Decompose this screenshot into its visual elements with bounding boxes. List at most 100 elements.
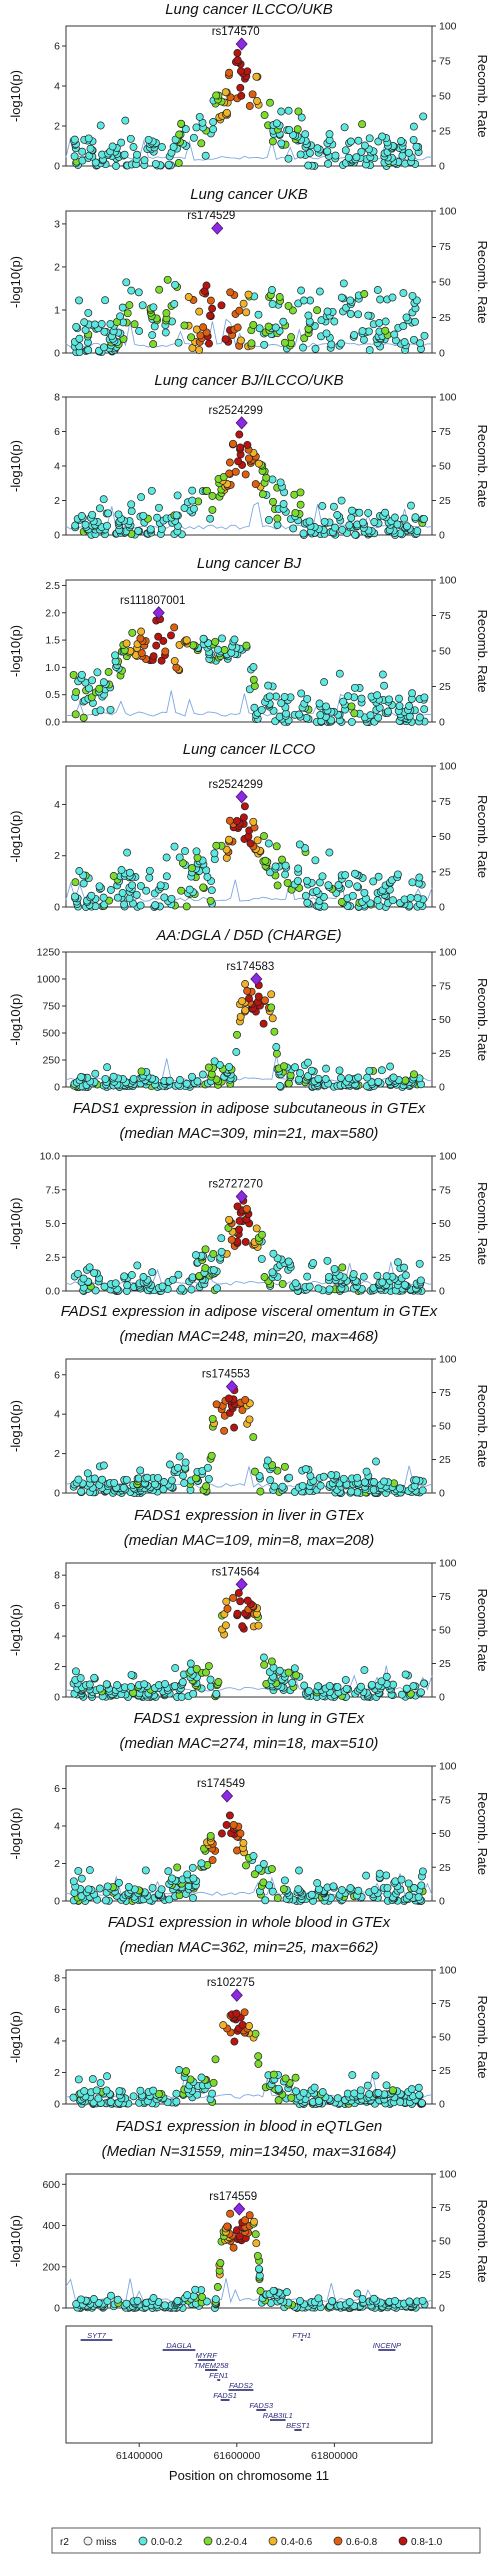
snp-point — [253, 836, 262, 845]
y-axis-label: -log10(p) — [8, 1197, 23, 1249]
snp-point — [133, 150, 141, 159]
snp-point — [333, 1682, 342, 1691]
y-axis-label: -log10(p) — [8, 1400, 23, 1452]
snp-point — [158, 1282, 167, 1291]
association-panel: FADS1 expression in liver in GTEx (median… — [8, 1507, 490, 1704]
legend-swatch — [268, 2536, 278, 2546]
snp-point — [165, 1460, 174, 1469]
snp-point — [364, 311, 373, 320]
snp-point — [75, 296, 83, 305]
snp-point — [201, 1264, 210, 1273]
y-tick-label: 1250 — [37, 947, 61, 959]
snp-point — [222, 1597, 231, 1606]
snp-point — [414, 2083, 423, 2092]
snp-point — [382, 2081, 391, 2090]
recomb-tick-label: 25 — [439, 2065, 451, 2077]
snp-point — [221, 1621, 230, 1630]
lead-snp-label: rs174553 — [202, 1369, 250, 1381]
y-tick-label: 2 — [54, 261, 60, 273]
y-tick-label: 0 — [54, 161, 60, 173]
y-tick-label: 1000 — [37, 974, 61, 986]
snp-point — [397, 1875, 406, 1884]
snp-point — [249, 320, 258, 329]
snp-point — [314, 2096, 323, 2105]
snp-point — [247, 339, 256, 348]
snp-point — [400, 514, 409, 523]
snp-point — [127, 507, 136, 516]
snp-point — [280, 1462, 289, 1471]
snp-point — [213, 2283, 222, 2291]
snp-point — [233, 1030, 241, 1039]
snp-point — [277, 699, 286, 708]
snp-point — [374, 713, 383, 722]
snp-point — [207, 1451, 216, 1460]
y-tick-label: 0 — [54, 902, 60, 914]
snp-point — [295, 710, 304, 719]
snp-point — [337, 339, 346, 348]
snp-point — [337, 496, 346, 505]
snp-point — [175, 853, 184, 862]
snp-point — [279, 1885, 288, 1894]
snp-point — [370, 518, 379, 526]
snp-point — [373, 691, 382, 700]
snp-point — [74, 1475, 83, 1484]
snp-point — [164, 160, 173, 169]
recomb-tick-label: 50 — [439, 91, 451, 103]
snp-point — [170, 300, 179, 308]
snp-point — [233, 1202, 242, 1211]
recomb-tick-label: 100 — [439, 1558, 457, 1570]
snp-point — [260, 996, 269, 1005]
snp-point — [235, 306, 244, 315]
snp-point — [401, 1271, 410, 1280]
snp-point — [136, 634, 145, 643]
snp-point — [180, 504, 189, 512]
snp-point — [210, 1057, 219, 1066]
snp-point — [170, 656, 179, 665]
snp-point — [293, 125, 302, 134]
snp-point — [230, 1423, 239, 1432]
snp-point — [335, 669, 344, 678]
snp-point — [411, 513, 420, 522]
snp-point — [348, 2071, 357, 2080]
snp-point — [113, 1681, 122, 1690]
snp-point — [172, 663, 181, 672]
x-axis-label: Position on chromosome 11 — [169, 2468, 329, 2483]
y-tick-label: 0.0 — [45, 1286, 60, 1298]
snp-point — [91, 320, 99, 329]
snp-point — [104, 509, 113, 518]
snp-point — [257, 1254, 266, 1263]
lead-snp-label: rs174559 — [209, 2191, 257, 2203]
snp-point — [209, 1249, 218, 1258]
snp-point — [393, 870, 402, 879]
snp-point — [221, 335, 230, 344]
snp-point — [374, 2088, 383, 2097]
snp-point — [418, 2296, 427, 2305]
snp-point — [99, 678, 108, 687]
snp-point — [299, 529, 308, 538]
snp-point — [272, 119, 281, 128]
snp-point — [259, 1653, 268, 1662]
snp-point — [183, 2291, 192, 2300]
snp-point — [202, 281, 211, 290]
y-tick-label: 2 — [54, 1858, 60, 1870]
panel-title: Lung cancer BJ/ILCCO/UKB — [154, 372, 343, 389]
snp-point — [242, 1204, 251, 1213]
y-tick-label: 10.0 — [40, 1151, 61, 1163]
y-axis-label-right: Recomb. Rate — [475, 978, 490, 1061]
snp-point — [353, 1473, 362, 1482]
snp-point — [322, 702, 330, 711]
snp-point — [186, 1659, 195, 1668]
snp-point — [323, 147, 332, 156]
snp-point — [346, 1884, 355, 1893]
snp-point — [201, 1245, 210, 1254]
snp-point — [337, 1886, 346, 1895]
panel-title: FADS1 expression in adipose visceral ome… — [61, 1303, 438, 1320]
snp-point — [69, 1877, 78, 1886]
snp-point — [189, 133, 198, 142]
panel-title: (median MAC=248, min=20, max=468) — [120, 1328, 379, 1345]
snp-point — [202, 1668, 210, 1677]
lead-snp-label: rs174570 — [212, 26, 260, 38]
snp-point — [266, 1476, 275, 1485]
snp-point — [204, 1063, 213, 1072]
snp-point — [218, 634, 226, 643]
